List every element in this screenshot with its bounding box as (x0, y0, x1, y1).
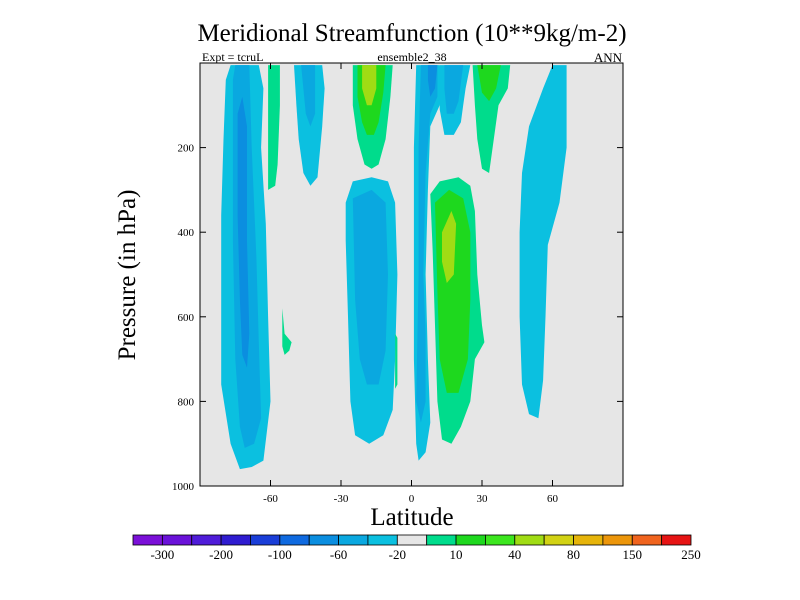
colorbar-label: -100 (268, 547, 292, 562)
contour-sh-lower-cell-mid (352, 189, 388, 385)
colorbar-swatch (426, 534, 457, 546)
colorbar-swatch (661, 534, 692, 546)
colorbar-swatch (514, 534, 545, 546)
x-axis-ticks: -60 -30 0 30 60 (263, 63, 559, 505)
x-tick-label: -30 (334, 493, 349, 505)
colorbar-swatch (573, 534, 604, 546)
chart-title: Meridional Streamfunction (10**9kg/m-2) (197, 20, 626, 47)
contour-sh-upper-cell-b (301, 65, 316, 127)
chart-subtitle-right: ANN (594, 50, 623, 65)
contour-nh-hadley-core (442, 211, 457, 283)
colorbar-swatch (279, 534, 310, 546)
colorbar-swatch (161, 534, 193, 546)
chart-subtitle-left: Expt = tcruL (202, 50, 263, 64)
y-tick-label: 600 (178, 312, 195, 324)
x-tick-label: 0 (409, 493, 415, 505)
x-tick-label: 30 (477, 493, 489, 505)
contour-eq-upper-right-mid (444, 65, 464, 114)
contour-sh-ferrel-blob (282, 308, 292, 355)
chart-subtitle-center: ensemble2_38 (377, 50, 446, 64)
contour-sh-ferrel-upper (268, 65, 280, 190)
contour-eq-column-mid (416, 65, 438, 423)
x-tick-label: -60 (263, 493, 278, 505)
x-tick-label: 60 (547, 493, 559, 505)
colorbar-label: 150 (623, 547, 643, 562)
colorbar-labels: -300 -200 -100 -60 -20 10 40 80 150 250 (150, 547, 700, 562)
contour-nh-upper-pos-mid (477, 65, 501, 102)
y-tick-label: 800 (178, 396, 195, 408)
colorbar-swatch (396, 534, 428, 546)
colorbar-swatch (191, 534, 222, 546)
y-tick-label: 200 (178, 143, 195, 155)
colorbar-swatch (455, 534, 486, 546)
colorbar-swatch (485, 534, 516, 546)
colorbar-swatch (631, 534, 663, 546)
contour-sh-hadley-core (237, 96, 250, 368)
colorbar-label: -20 (389, 547, 406, 562)
colorbar-label: -200 (209, 547, 233, 562)
colorbar-swatch (220, 534, 251, 546)
contour-sh-upper-cell-a (294, 65, 325, 186)
colorbar-label: -60 (330, 547, 347, 562)
contour-eq-small-blob (395, 333, 398, 389)
colorbar-swatch (543, 534, 574, 546)
colorbar-label: 40 (508, 547, 521, 562)
y-tick-label: 400 (178, 227, 195, 239)
colorbar-swatch (338, 534, 369, 546)
contour-nh-ferrel-outer (519, 65, 567, 419)
colorbar-label: -300 (150, 547, 174, 562)
colorbar-label: 250 (681, 547, 701, 562)
contour-eq-column-core (427, 65, 438, 97)
colorbar-swatch (602, 534, 633, 546)
contour-trop-upper-pos-core (362, 65, 377, 106)
x-axis-label: Latitude (370, 504, 453, 531)
y-tick-label: 1000 (172, 481, 195, 493)
colorbar-swatch (367, 534, 398, 546)
colorbar-swatch (132, 534, 163, 546)
y-axis-label: Pressure (in hPa) (114, 190, 141, 361)
contour-layer (221, 65, 567, 470)
colorbar (132, 534, 692, 546)
colorbar-label: 10 (450, 547, 463, 562)
colorbar-swatch (250, 534, 281, 546)
y-axis-ticks: 200 400 600 800 1000 (172, 143, 623, 493)
colorbar-swatch (308, 534, 339, 546)
colorbar-label: 80 (567, 547, 580, 562)
